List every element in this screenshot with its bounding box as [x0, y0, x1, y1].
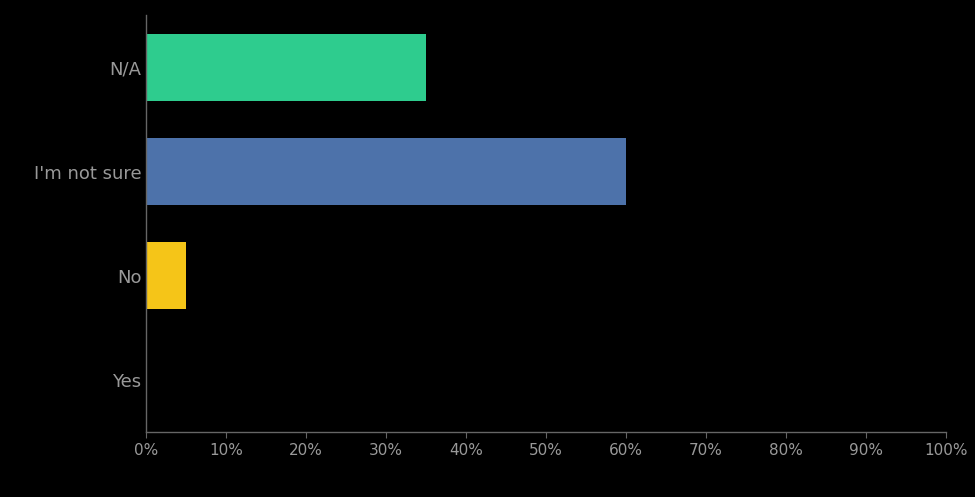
Bar [146, 138, 626, 205]
Bar [146, 242, 186, 310]
Bar [146, 34, 426, 101]
